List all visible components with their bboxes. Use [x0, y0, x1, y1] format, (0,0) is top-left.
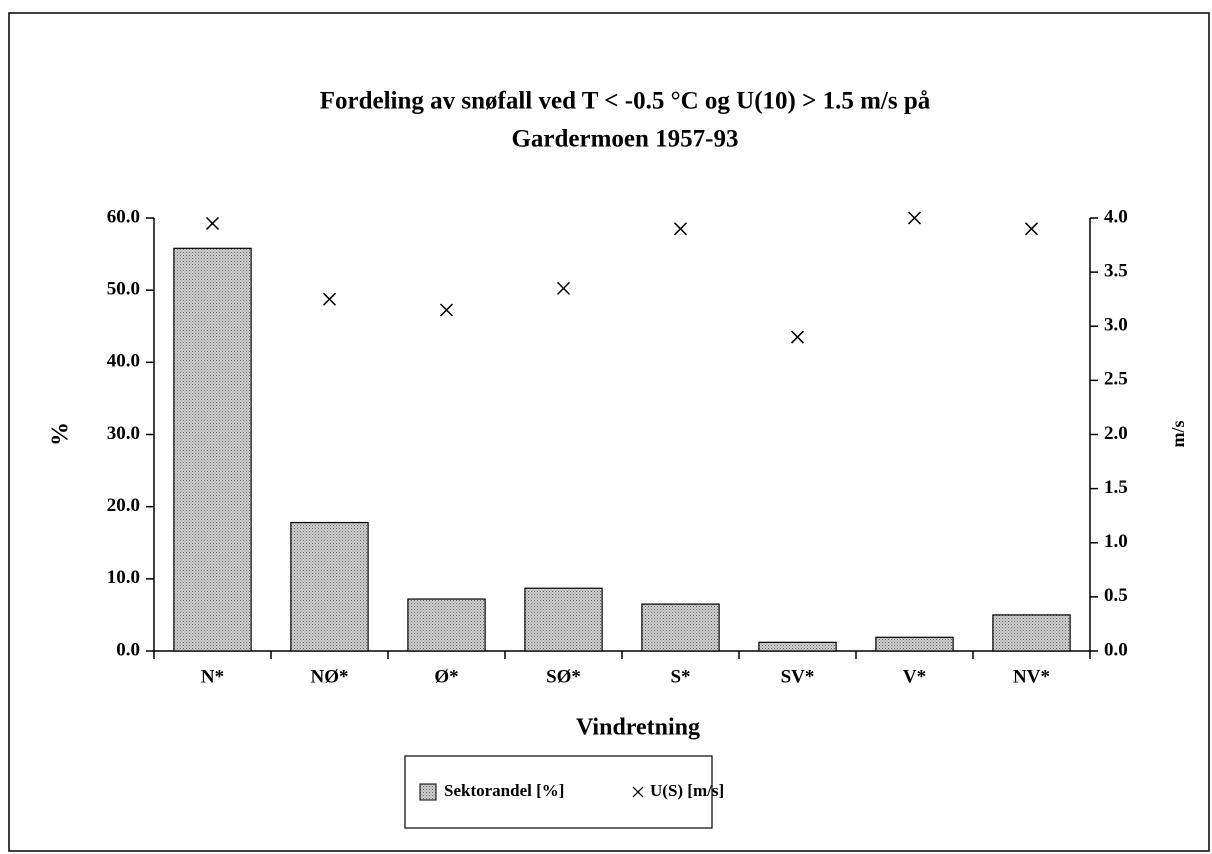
x-tick-label: S*	[670, 666, 690, 687]
y2-tick-label: 4.0	[1104, 206, 1128, 227]
bar	[992, 614, 1071, 652]
y-tick-label: 60.0	[107, 206, 140, 227]
bar	[875, 636, 954, 652]
x-tick-label: NV*	[1013, 666, 1050, 687]
bar	[524, 587, 603, 652]
x-tick-label: V*	[903, 666, 926, 687]
legend-swatch	[419, 783, 437, 801]
marker	[205, 216, 220, 230]
bar	[173, 247, 252, 652]
frame	[8, 12, 1210, 852]
marker	[322, 292, 337, 306]
y2-axis-title: m/s	[1168, 421, 1188, 448]
x-tick-label: N*	[201, 666, 224, 687]
y-tick-label: 30.0	[107, 423, 140, 444]
marker	[790, 330, 805, 344]
marker	[1024, 222, 1039, 236]
y2-tick-label: 0.0	[1104, 639, 1128, 660]
y-tick-label: 40.0	[107, 351, 140, 372]
y2-tick-label: 1.5	[1104, 477, 1128, 498]
legend-marker	[632, 786, 644, 798]
y2-tick-label: 3.0	[1104, 315, 1128, 336]
legend-text: Sektorandel [%]	[444, 781, 564, 800]
y-tick-label: 10.0	[107, 567, 140, 588]
chart-title: Gardermoen 1957-93	[511, 126, 738, 153]
x-tick-label: SV*	[781, 666, 815, 687]
legend	[404, 755, 713, 829]
marker	[673, 222, 688, 236]
y2-tick-label: 1.0	[1104, 531, 1128, 552]
y-tick-label: 0.0	[116, 639, 140, 660]
bar	[641, 603, 720, 652]
marker	[907, 211, 922, 225]
y-tick-label: 20.0	[107, 495, 140, 516]
y2-tick-label: 2.5	[1104, 369, 1128, 390]
bar	[407, 598, 486, 652]
legend-text: U(S) [m/s]	[650, 781, 724, 800]
bar	[290, 521, 369, 652]
chart-title: Fordeling av snøfall ved T < -0.5 °C og …	[320, 88, 931, 115]
y-tick-label: 50.0	[107, 279, 140, 300]
y2-tick-label: 3.5	[1104, 260, 1128, 281]
y2-tick-label: 2.0	[1104, 423, 1128, 444]
x-tick-label: NØ*	[311, 666, 349, 687]
marker	[439, 303, 454, 317]
y2-tick-label: 0.5	[1104, 585, 1128, 606]
bar	[758, 641, 837, 652]
x-axis-title: Vindretning	[576, 715, 700, 741]
x-tick-label: Ø*	[434, 666, 458, 687]
y-axis-title: %	[48, 422, 74, 446]
x-tick-label: SØ*	[546, 666, 581, 687]
marker	[556, 281, 571, 295]
